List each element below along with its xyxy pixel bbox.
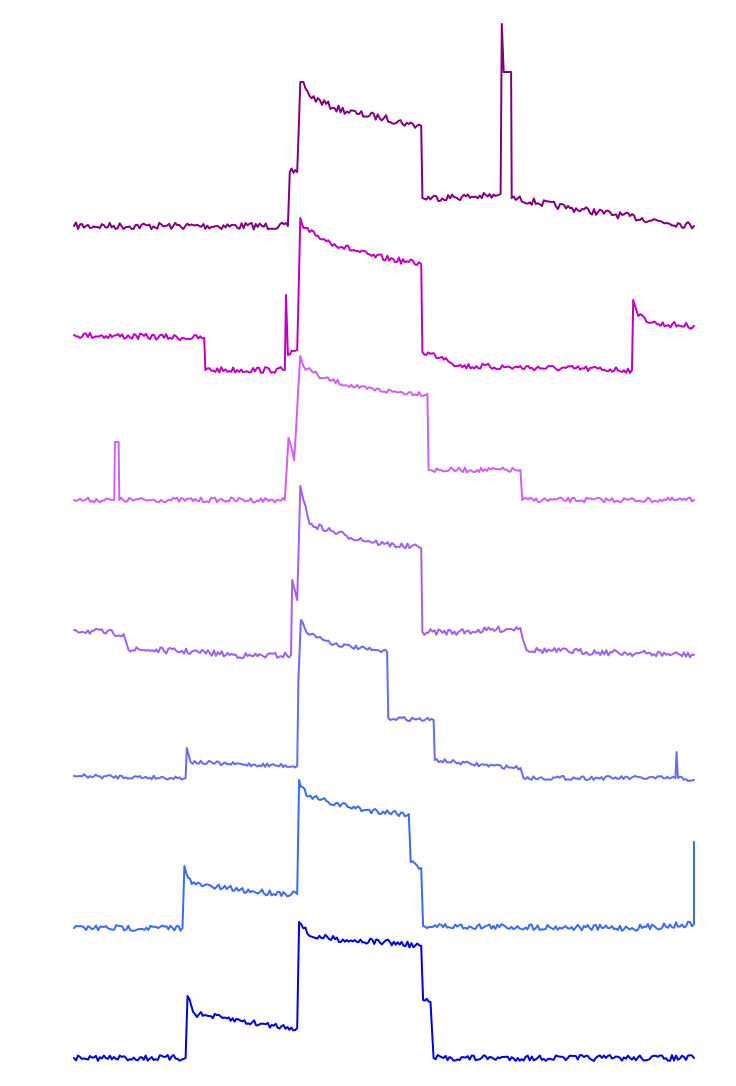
series-line-6 <box>73 779 695 932</box>
series-line-4 <box>73 485 695 660</box>
series-line-5 <box>73 619 695 782</box>
trace-group <box>73 23 695 1062</box>
series-line-7 <box>73 921 695 1062</box>
series-line-2 <box>73 217 695 374</box>
series-line-3 <box>73 355 695 504</box>
series-line-1 <box>73 23 695 231</box>
